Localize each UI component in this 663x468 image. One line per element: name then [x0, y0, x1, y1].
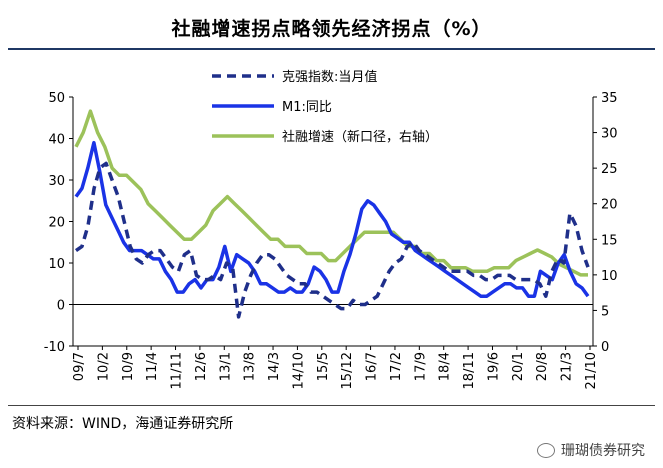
axes: -10 0 10 20 30 40 50 0 5 10 15 20 25 30 35 09/7 10/2 10/9…	[44, 91, 618, 389]
left-tick-label: 10	[48, 257, 65, 272]
right-tick-label: 30	[601, 127, 618, 142]
x-tick-label: 18/11	[462, 352, 477, 389]
legend-label-0: 克强指数:当月值	[282, 69, 377, 85]
x-tick-label: 11/4	[145, 352, 160, 381]
watermark-text: 珊瑚债券研究	[561, 443, 645, 459]
x-tick-label: 21/10	[584, 352, 599, 389]
x-tick-label: 17/9	[413, 352, 428, 381]
chart-title: 社融增速拐点略领先经济拐点（%）	[171, 18, 492, 40]
right-tick-label: 15	[601, 233, 618, 248]
x-tick-label: 09/7	[72, 352, 87, 381]
wechat-icon	[537, 442, 555, 458]
x-tick-label: 15/12	[340, 352, 355, 389]
left-tick-label: 50	[48, 91, 65, 106]
x-tick-label: 14/10	[291, 352, 306, 389]
x-tick-label: 20/1	[511, 352, 526, 381]
x-tick-label: 21/3	[560, 352, 575, 381]
x-tick-label: 17/2	[389, 352, 404, 381]
x-tick-label: 19/6	[486, 352, 501, 381]
series-line-1	[74, 140, 590, 298]
series-lines	[74, 109, 590, 319]
footer-rule	[8, 405, 655, 406]
right-tick-label: 35	[601, 91, 618, 106]
right-tick-label: 0	[601, 340, 609, 355]
x-tick-label: 11/11	[170, 352, 185, 389]
x-tick-label: 12/6	[194, 352, 209, 381]
left-tick-label: 40	[48, 133, 65, 148]
x-tick-label: 14/3	[267, 352, 282, 381]
left-tick-label: 20	[48, 216, 65, 231]
chart: -10 0 10 20 30 40 50 0 5 10 15 20 25 30 35 09/7 10/2 10/9…	[44, 69, 618, 389]
right-tick-label: 20	[601, 198, 618, 213]
series-line-2	[74, 109, 588, 277]
x-tick-label: 10/9	[121, 352, 136, 381]
x-tick-label: 13/8	[243, 352, 258, 381]
x-tick-label: 20/8	[535, 352, 550, 381]
x-tick-label: 18/4	[438, 352, 453, 381]
x-tick-label: 10/2	[96, 352, 111, 381]
source-note: 资料来源：WIND，海通证券研究所	[12, 416, 234, 432]
x-tick-label: 13/1	[218, 352, 233, 381]
legend-label-2: 社融增速（新口径，右轴）	[282, 129, 438, 145]
series-line-0	[74, 161, 590, 319]
x-tick-label: 15/5	[316, 352, 331, 381]
right-tick-label: 25	[601, 162, 618, 177]
left-tick-label: 0	[57, 299, 65, 314]
right-tick-label: 5	[601, 304, 609, 319]
title-rule	[8, 48, 655, 50]
watermark: 珊瑚债券研究	[537, 440, 645, 460]
x-tick-label: 16/7	[365, 352, 380, 381]
legend-label-1: M1:同比	[282, 100, 332, 115]
left-tick-label: -10	[44, 340, 65, 355]
left-tick-label: 30	[48, 174, 65, 189]
right-tick-label: 10	[601, 269, 618, 284]
